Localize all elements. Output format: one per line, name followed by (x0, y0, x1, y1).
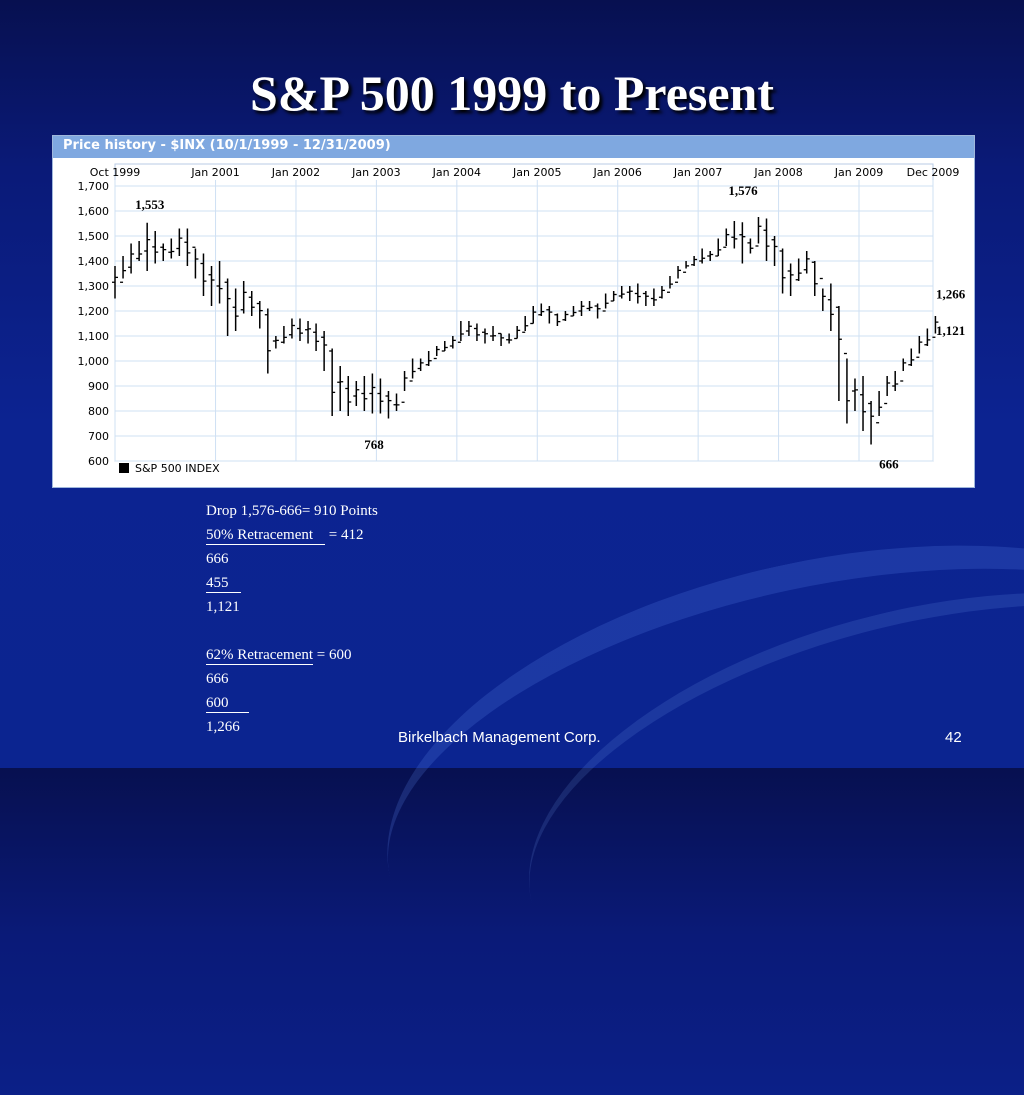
target-50-value: 1,121 (206, 599, 240, 615)
x-tick-label: Dec 2009 (907, 166, 960, 179)
page-number: 42 (945, 729, 962, 746)
y-tick-label: 1,500 (78, 230, 110, 243)
price-history-chart: Price history - $INX (10/1/1999 - 12/31/… (52, 135, 975, 488)
x-tick-label: Jan 2005 (512, 166, 561, 179)
legend-label: S&P 500 INDEX (135, 462, 220, 475)
chart-annotation: 1,266 (936, 287, 966, 302)
retracement-62-value: = 600 (313, 647, 352, 663)
retracement-notes: Drop 1,576-666= 910 Points 50% Retraceme… (206, 499, 466, 739)
chart-canvas: 1,700 1,600 1,500 1,400 1,300 1,200 1,100 1,000… (78, 163, 966, 475)
chart-header-title: Price history - $INX (10/1/1999 - 12/31/… (63, 138, 391, 153)
legend-swatch (119, 463, 129, 473)
y-tick-label: 1,000 (78, 355, 110, 368)
retracement-50-value: = 412 (325, 527, 364, 543)
x-tick-label: Jan 2009 (834, 166, 883, 179)
retracement-62-line: 62% Retracement = 600 (206, 643, 466, 667)
chart-annotation: 666 (879, 457, 899, 472)
x-tick-label: Jan 2008 (753, 166, 802, 179)
retracement-50-line: 50% Retracement = 412 (206, 523, 466, 547)
chart-header-bar: Price history - $INX (10/1/1999 - 12/31/… (53, 136, 974, 158)
x-tick-label: Jan 2001 (190, 166, 239, 179)
retracement-50-label: 50% Retracement (206, 527, 326, 545)
x-tick-label: Jan 2004 (432, 166, 481, 179)
x-tick-label: Oct 1999 (90, 166, 141, 179)
plot-border (114, 163, 934, 462)
spacer (206, 619, 466, 643)
y-tick-label: 1,700 (78, 180, 110, 193)
x-tick-label: Jan 2006 (592, 166, 641, 179)
slide-title: S&P 500 1999 to Present (249, 65, 775, 121)
y-tick-label: 1,400 (78, 255, 110, 268)
target-62-value: 1,266 (206, 719, 240, 735)
y-tick-label: 900 (88, 380, 109, 393)
footer-company: Birkelbach Management Corp. (398, 729, 601, 746)
chart-annotation: 1,576 (728, 183, 758, 198)
chart-annotation: 1,553 (135, 197, 165, 212)
note-value-underlined: 600 (206, 691, 466, 715)
drop-line: Drop 1,576-666= 910 Points (206, 503, 378, 519)
y-tick-label: 1,300 (78, 280, 110, 293)
x-tick-label: Jan 2007 (673, 166, 722, 179)
chart-annotation: 1,121 (936, 323, 965, 338)
retracement-62-label: 62% Retracement (206, 647, 314, 665)
y-tick-label: 1,200 (78, 305, 110, 318)
x-tick-label: Jan 2003 (351, 166, 400, 179)
chart-annotation: 768 (364, 437, 384, 452)
y-tick-label: 1,600 (78, 205, 110, 218)
y-tick-label: 700 (88, 430, 109, 443)
note-value: 666 (206, 671, 229, 687)
y-tick-label: 1,100 (78, 330, 110, 343)
y-tick-label: 800 (88, 405, 109, 418)
y-tick-label: 600 (88, 455, 109, 468)
x-tick-label: Jan 2002 (271, 166, 320, 179)
note-value: 666 (206, 551, 229, 567)
note-value-underlined: 455 (206, 571, 466, 595)
